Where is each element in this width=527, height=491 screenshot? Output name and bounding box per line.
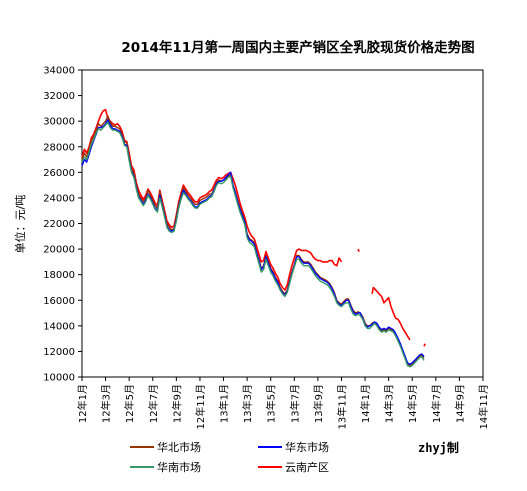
x-tick-label: 12年1月	[76, 384, 89, 423]
x-tick-label: 12年3月	[100, 384, 113, 423]
y-tick-label: 32000	[43, 91, 75, 102]
series-line-1	[81, 119, 425, 365]
y-tick-label: 16000	[43, 296, 75, 307]
y-tick-label: 14000	[43, 321, 75, 332]
x-axis: 12年1月 12年3月 12年5月 12年7月 12年9月 12年11月 13年1月 13年3…	[76, 377, 490, 429]
x-tick-label: 12年7月	[147, 384, 160, 423]
x-tick-label: 12年11月	[194, 384, 207, 429]
x-tick-label: 14年7月	[430, 384, 443, 423]
y-tick-label: 10000	[43, 373, 75, 384]
y-tick-label: 12000	[43, 347, 75, 358]
x-tick-label: 12年9月	[170, 384, 183, 423]
y-tick-label: 28000	[43, 142, 75, 153]
legend-label: 华东市场	[285, 440, 329, 454]
watermark: zhyj制	[418, 440, 459, 455]
chart-title: 2014年11月第一周国内主要产销区全乳胶现货价格走势图	[121, 39, 474, 56]
series-line-2	[81, 121, 425, 368]
x-tick-label: 13年9月	[312, 384, 325, 423]
x-tick-label: 14年9月	[453, 384, 466, 423]
legend-label: 云南产区	[285, 460, 329, 474]
x-tick-label: 13年5月	[265, 384, 278, 423]
y-tick-label: 20000	[43, 245, 75, 256]
y-tick-label: 26000	[43, 168, 75, 179]
x-tick-label: 14年1月	[359, 384, 372, 423]
y-axis: 10000 12000 14000 16000 18000 20000 22000 24000…	[43, 66, 82, 384]
x-tick-label: 13年7月	[288, 384, 301, 423]
x-tick-label: 14年5月	[406, 384, 419, 423]
x-tick-label: 13年11月	[335, 384, 348, 429]
y-tick-label: 24000	[43, 193, 75, 204]
x-tick-label: 13年1月	[218, 384, 231, 423]
legend-label: 华北市场	[157, 440, 201, 454]
x-tick-label: 14年11月	[477, 384, 490, 429]
plot-area	[81, 69, 484, 378]
y-tick-label: 30000	[43, 117, 75, 128]
y-tick-label: 18000	[43, 270, 75, 281]
series-lines	[81, 108, 426, 368]
legend-label: 华南市场	[157, 460, 201, 474]
x-tick-label: 12年5月	[123, 384, 136, 423]
series-line-0	[81, 115, 425, 367]
y-tick-label: 34000	[43, 66, 75, 77]
y-tick-label: 22000	[43, 219, 75, 230]
x-tick-label: 14年3月	[383, 384, 396, 423]
x-tick-label: 13年3月	[241, 384, 254, 423]
y-axis-label: 单位：元/吨	[13, 195, 27, 254]
series-line-3	[81, 108, 426, 347]
